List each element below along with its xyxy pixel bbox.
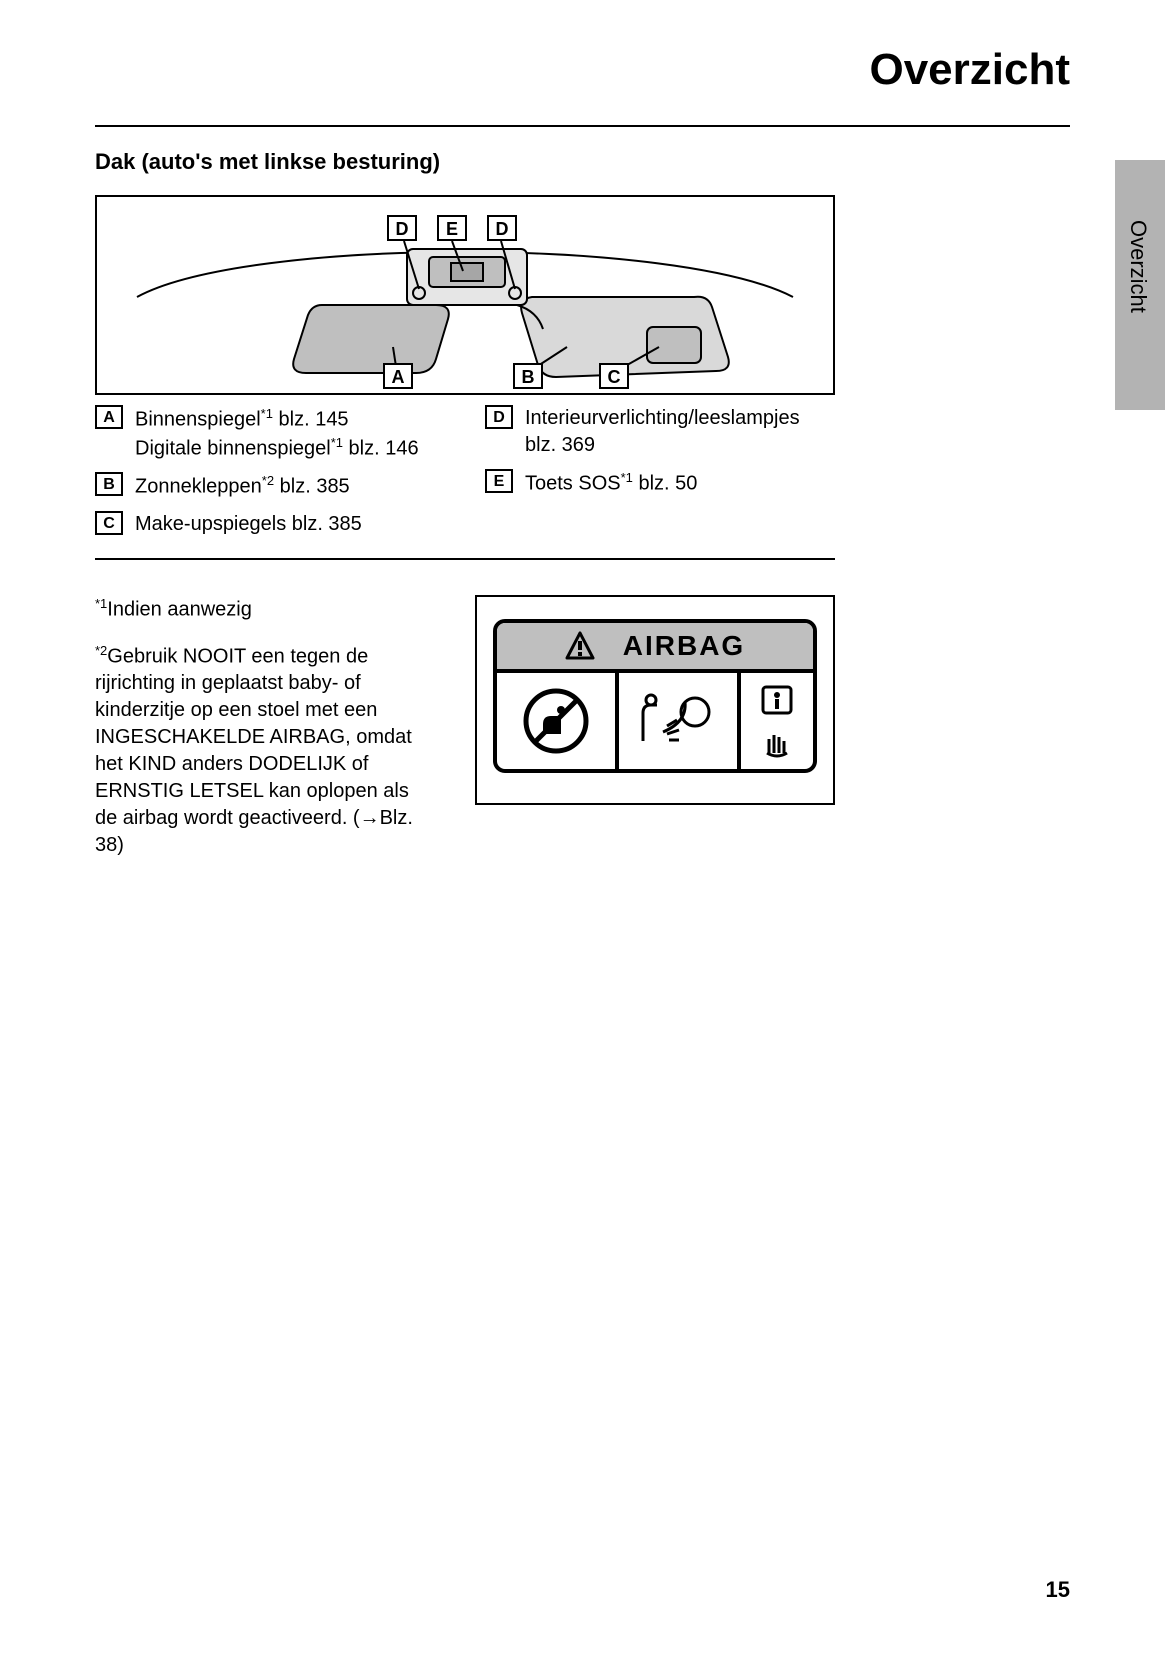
footnote-2: *2Gebruik NOOIT een tegen de rijrichting… [95,642,435,860]
legend-col-right: D Interieurverlichting/leeslampjesblz. 3… [485,405,835,548]
footnote-row: *1Indien aanwezig *2Gebruik NOOIT een te… [95,595,835,877]
legend-text-c: Make-upspiegels blz. 385 [135,511,445,538]
legend-text-a: Binnenspiegel*1 blz. 145Digitale binnens… [135,405,445,462]
airbag-warning-header: AIRBAG [497,623,813,673]
callout-d-left: D [387,215,417,241]
roof-diagram: D E D A B C [95,195,835,395]
section-heading: Dak (auto's met linkse besturing) [95,149,835,175]
airbag-warning-inner: AIRBAG [493,619,817,773]
side-tab: Overzicht [1115,160,1165,410]
legend-col-left: A Binnenspiegel*1 blz. 145Digitale binne… [95,405,445,548]
legend-text-b: Zonnekleppen*2 blz. 385 [135,472,445,501]
warning-col: AIRBAG [475,595,835,877]
page-title: Overzicht [95,45,1070,95]
airbag-text: AIRBAG [623,627,745,665]
page-number: 15 [1046,1577,1070,1603]
callout-b: B [513,363,543,389]
legend-row-d: D Interieurverlichting/leeslampjesblz. 3… [485,405,835,459]
legend-letter-a: A [95,405,123,429]
no-rear-facing-icon [497,673,619,769]
callout-d-right: D [487,215,517,241]
legend: A Binnenspiegel*1 blz. 145Digitale binne… [95,405,835,548]
callout-a: A [383,363,413,389]
side-tab-label: Overzicht [1125,220,1151,313]
legend-row-a: A Binnenspiegel*1 blz. 145Digitale binne… [95,405,445,462]
legend-letter-c: C [95,511,123,535]
airbag-deploy-icon [619,673,741,769]
warning-icon [565,631,595,661]
legend-text-d: Interieurverlichting/leeslampjesblz. 369 [525,405,835,459]
manual-and-hand-icon [741,673,813,769]
legend-rule [95,558,835,560]
legend-letter-b: B [95,472,123,496]
legend-row-e: E Toets SOS*1 blz. 50 [485,469,835,498]
airbag-warning-box: AIRBAG [475,595,835,805]
legend-row-b: B Zonnekleppen*2 blz. 385 [95,472,445,501]
legend-text-e: Toets SOS*1 blz. 50 [525,469,835,498]
airbag-warning-body [497,673,813,769]
page: Overzicht Overzicht Dak (auto's met link… [0,0,1165,1653]
legend-letter-d: D [485,405,513,429]
footnote-1: *1Indien aanwezig [95,595,435,624]
legend-row-c: C Make-upspiegels blz. 385 [95,511,445,538]
callout-e: E [437,215,467,241]
callout-c: C [599,363,629,389]
title-rule [95,125,1070,127]
content-area: Dak (auto's met linkse besturing) [95,149,835,877]
legend-letter-e: E [485,469,513,493]
footnotes: *1Indien aanwezig *2Gebruik NOOIT een te… [95,595,435,877]
